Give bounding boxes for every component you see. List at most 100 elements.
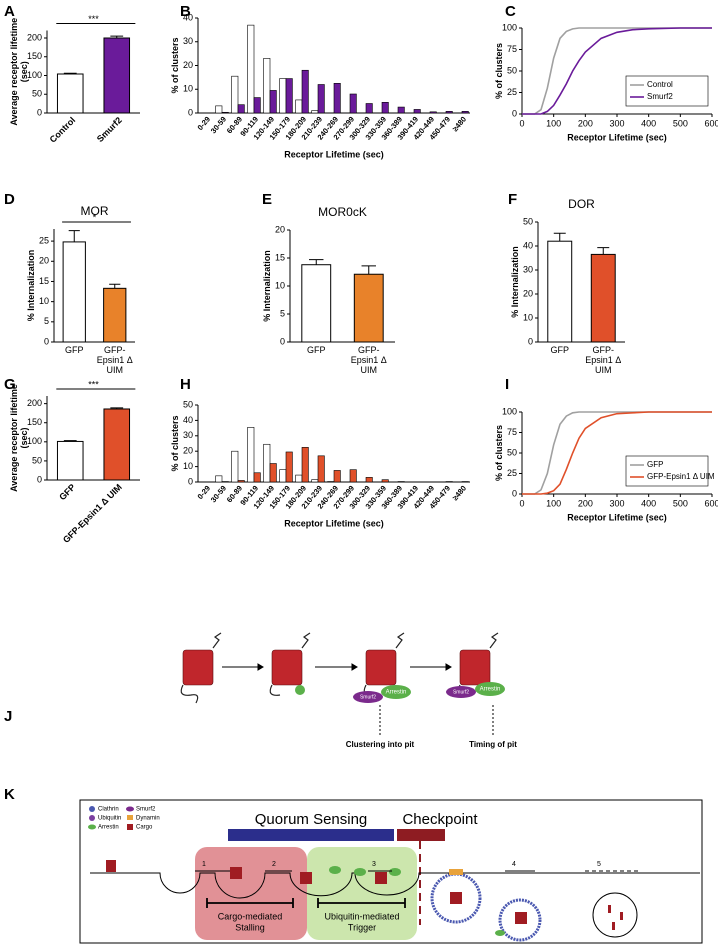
step-label: 5 (597, 861, 601, 868)
step-label: 4 (512, 861, 516, 868)
k-legend-label: Smurf2 (136, 807, 156, 813)
y-tick-label: 25 (39, 235, 49, 245)
quorum-label: Quorum Sensing (255, 811, 368, 828)
bar (62, 241, 86, 343)
bar (349, 93, 357, 114)
y-tick-label: 50 (507, 447, 517, 457)
smurf2-shape (446, 686, 476, 698)
phosphate (295, 685, 305, 695)
error-bar (597, 247, 610, 255)
y-tick-label: 75 (507, 44, 517, 54)
significance-label: * (93, 212, 97, 222)
y-tick-label: 100 (27, 70, 42, 80)
y-tick-label: 10 (275, 280, 285, 290)
bar (263, 58, 271, 114)
quorum-bar (228, 829, 394, 841)
x-tick-label: 200 (578, 118, 593, 128)
y-tick-label: 40 (183, 12, 193, 22)
y-tick-label: 150 (27, 417, 42, 427)
chart-title: MOR0cK (318, 205, 367, 219)
y-tick-label: 0 (37, 474, 42, 484)
y-tick-label: 0 (188, 476, 193, 486)
y-tick-label: 20 (183, 60, 193, 70)
y-tick-label: 30 (183, 36, 193, 46)
x-tick-label: 400 (641, 118, 656, 128)
y-tick-label: 30 (183, 430, 193, 440)
trigger-label: Ubiquitin-mediated (324, 911, 399, 921)
bar (301, 69, 309, 114)
error-bar (110, 35, 124, 38)
x-tick-label: 400 (641, 498, 656, 508)
arrestin-shape (329, 866, 505, 936)
line (522, 27, 712, 115)
diagram-k: Clathrin Ubiquitin Arrestin Smurf2 Dynam… (79, 799, 703, 944)
y-tick-label: 100 (502, 406, 517, 416)
y-axis-label: Average receptor lifetime (sec) (9, 18, 29, 126)
y-axis-label: % of clusters (170, 415, 180, 471)
diagram-j: Smurf2 Arrestin Clustering into pit Smur… (180, 632, 517, 749)
panel-label: I (505, 376, 509, 393)
dynamin-shape (449, 869, 463, 875)
bar (381, 479, 389, 483)
bar (295, 474, 303, 483)
bar (333, 83, 341, 114)
bar (590, 253, 616, 343)
bar (547, 240, 573, 343)
error-bar (110, 407, 124, 409)
y-tick-label: 20 (275, 224, 285, 234)
bar (231, 450, 239, 483)
x-tick-label: 100 (546, 498, 561, 508)
x-tick-label: GFP (64, 345, 84, 355)
x-tick-label: Control (48, 115, 78, 145)
x-tick-label: GFP-Epsin1 Δ UIM (585, 345, 622, 375)
k-legend-label: Cargo (136, 825, 153, 831)
bar (353, 273, 384, 343)
y-tick-label: 10 (183, 461, 193, 471)
bar (279, 469, 287, 483)
legend-label: Control (647, 80, 673, 89)
x-tick-label: GFP (64, 345, 84, 355)
k-legend-label: Clathrin (98, 807, 119, 813)
y-tick-label: 5 (280, 308, 285, 318)
y-axis-label: % of clusters (494, 424, 504, 482)
x-axis-label: Receptor Lifetime (sec) (567, 132, 667, 142)
step-label: 1 (202, 861, 206, 868)
trigger-label: Trigger (348, 922, 376, 932)
y-axis-label: % Internalization (510, 246, 520, 318)
checkpoint-bar (397, 829, 445, 841)
x-axis-label: Receptor Lifetime (sec) (284, 149, 384, 159)
y-axis-label: % Internalization (26, 249, 36, 322)
y-axis-label: % Internalization (26, 249, 36, 322)
y-axis-label: % of clusters (494, 424, 504, 482)
bar (247, 24, 255, 114)
x-tick-label: 0 (519, 118, 524, 128)
significance-label: *** (88, 14, 99, 24)
y-tick-label: 0 (528, 336, 533, 346)
y-tick-label: 15 (39, 276, 49, 286)
line (522, 411, 712, 495)
x-tick-label: 300 (609, 498, 624, 508)
y-tick-label: 40 (183, 415, 193, 425)
x-tick-label: 30-59 (209, 484, 228, 504)
line (522, 27, 712, 115)
bar (301, 447, 309, 483)
bar (103, 37, 131, 114)
arrow (222, 663, 494, 735)
y-tick-label: 5 (44, 316, 49, 326)
bar (295, 99, 303, 114)
bar (317, 84, 325, 114)
y-tick-label: 50 (507, 65, 517, 75)
stalling-region (195, 847, 307, 940)
arrestin-shape (381, 685, 411, 699)
cargo-shape (106, 860, 623, 930)
y-tick-label: 75 (507, 427, 517, 437)
y-tick-label: 0 (37, 107, 42, 117)
bar (461, 111, 469, 114)
step-label: 3 (372, 861, 376, 868)
y-axis-label: % of clusters (170, 37, 180, 93)
bar (263, 443, 271, 483)
y-tick-label: 0 (188, 107, 193, 117)
label: Smurf2 (453, 689, 469, 695)
panel-label: H (180, 376, 191, 393)
